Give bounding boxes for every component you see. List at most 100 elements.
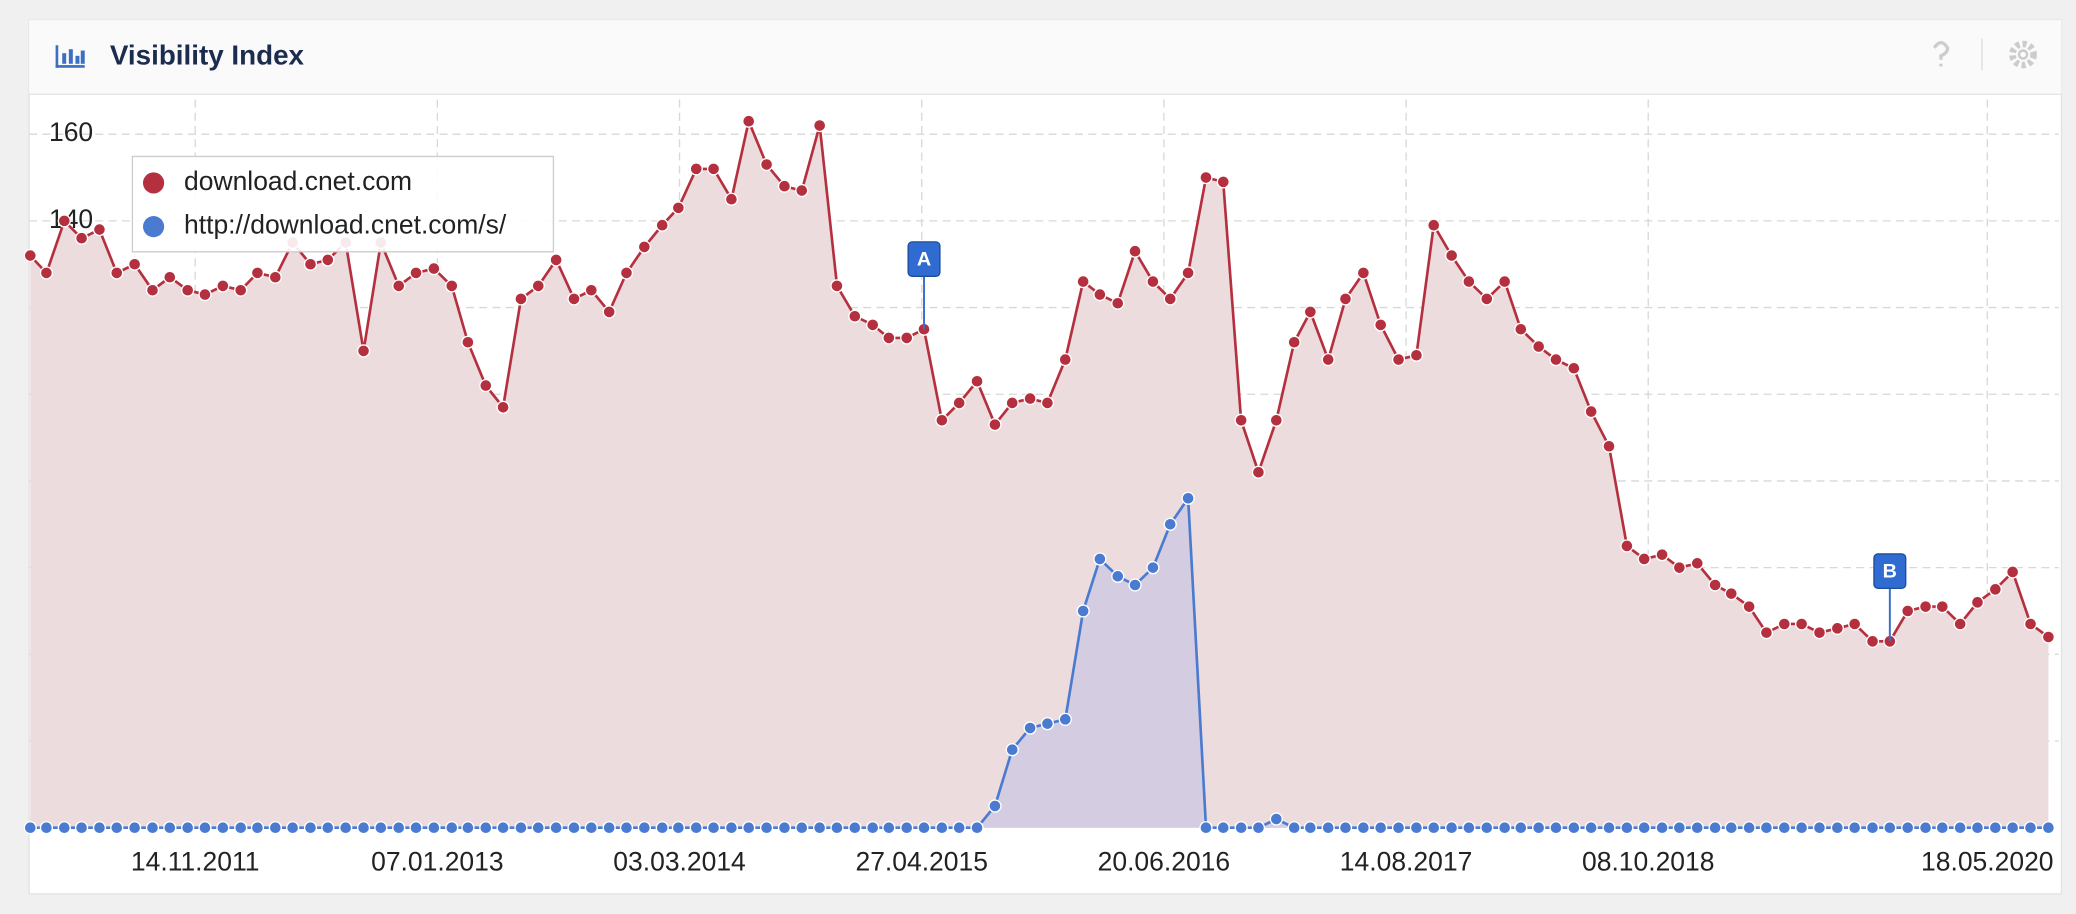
point: [619, 821, 634, 835]
point: [1865, 634, 1880, 648]
point: [1777, 617, 1791, 631]
point: [935, 821, 949, 835]
point: [2041, 630, 2056, 644]
point: [724, 192, 739, 206]
point: [1216, 821, 1230, 835]
point: [1970, 821, 1985, 835]
point: [813, 821, 827, 835]
point: [900, 821, 914, 835]
point: [1759, 821, 1774, 835]
point: [1830, 821, 1844, 835]
point: [671, 821, 686, 835]
point: [1234, 821, 1248, 835]
point: [1163, 517, 1177, 531]
x-tick-label: 07.01.2013: [371, 846, 503, 876]
point: [1830, 621, 1844, 635]
point: [900, 331, 914, 345]
point: [496, 821, 510, 835]
point: [671, 201, 686, 215]
point: [1199, 821, 1213, 835]
point: [1409, 821, 1424, 835]
point: [1427, 218, 1441, 232]
annotation-flag: [907, 241, 941, 277]
point: [567, 821, 581, 835]
point: [1532, 821, 1546, 835]
point: [1812, 821, 1827, 835]
point: [1058, 712, 1072, 726]
x-tick-label: 08.10.2018: [1582, 846, 1714, 876]
point: [706, 821, 721, 835]
point: [655, 218, 669, 232]
point: [917, 821, 931, 835]
point: [1269, 413, 1283, 427]
point: [1795, 617, 1809, 631]
point: [74, 231, 89, 245]
point: [848, 309, 862, 323]
point: [1901, 821, 1915, 835]
annotation-label: B: [1883, 561, 1897, 583]
point: [1128, 244, 1142, 258]
point: [321, 821, 335, 835]
point: [1321, 352, 1335, 367]
point: [777, 179, 792, 193]
point: [1953, 821, 1967, 835]
point: [689, 162, 703, 176]
point: [1514, 322, 1528, 336]
point: [1567, 821, 1581, 835]
point: [356, 821, 371, 835]
point: [286, 821, 300, 835]
point: [619, 266, 634, 280]
point: [970, 821, 984, 835]
point: [1795, 821, 1809, 835]
x-tick-label: 03.03.2014: [613, 846, 745, 876]
point: [181, 283, 195, 297]
point: [1462, 274, 1476, 289]
point: [514, 821, 528, 835]
point: [1708, 578, 1722, 592]
point: [1234, 413, 1248, 427]
point: [1918, 600, 1933, 614]
point: [602, 821, 616, 835]
point: [1058, 352, 1072, 367]
point: [1444, 248, 1459, 263]
point: [813, 118, 827, 133]
point: [268, 270, 282, 284]
chart-title: Visibility Index: [110, 40, 305, 71]
point: [795, 821, 809, 835]
point: [356, 344, 371, 358]
point: [1391, 352, 1406, 367]
point: [952, 396, 966, 410]
legend-marker: [142, 172, 165, 194]
point: [2023, 821, 2038, 835]
point: [830, 279, 844, 293]
point: [110, 821, 124, 835]
point: [392, 821, 406, 835]
area: [30, 498, 2049, 828]
point: [1480, 292, 1494, 306]
plot-area: 2040608010012014016014.11.201107.01.2013…: [23, 99, 2059, 876]
point: [409, 266, 423, 280]
point: [250, 821, 265, 835]
point: [234, 283, 248, 297]
point: [445, 279, 459, 293]
point: [1163, 292, 1177, 306]
point: [637, 821, 651, 835]
chart-icon: [55, 45, 85, 68]
legend-box: [131, 155, 555, 253]
point: [479, 378, 493, 393]
point: [1287, 335, 1301, 349]
point: [1181, 266, 1195, 280]
point: [145, 283, 160, 297]
point: [427, 261, 441, 276]
help-icon[interactable]: [1926, 40, 1955, 69]
y-tick-label: 160: [49, 117, 93, 147]
point: [181, 821, 195, 835]
settings-icon[interactable]: [2009, 40, 2037, 69]
point: [2006, 565, 2020, 579]
point: [1584, 404, 1598, 419]
point: [1620, 821, 1634, 835]
legend-marker: [142, 216, 165, 238]
x-tick-label: 20.06.2016: [1098, 846, 1230, 876]
point: [303, 821, 318, 835]
point: [1988, 582, 2002, 596]
